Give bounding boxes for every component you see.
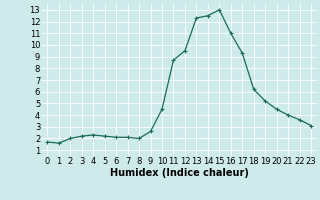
- X-axis label: Humidex (Indice chaleur): Humidex (Indice chaleur): [110, 168, 249, 178]
